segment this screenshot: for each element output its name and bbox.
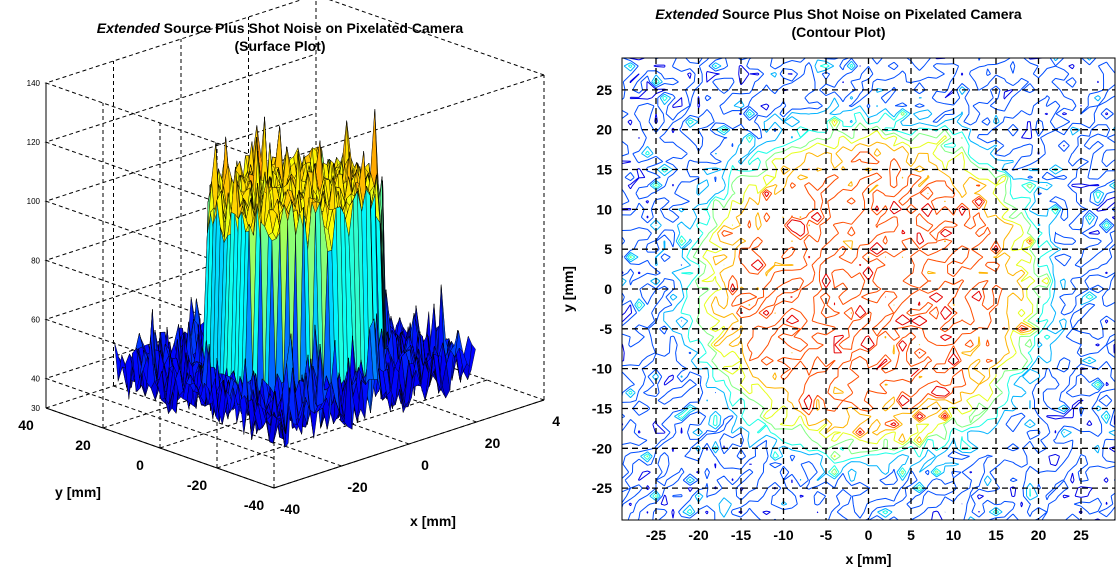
surface-patch: [467, 343, 476, 380]
y-axis-label: y [mm]: [560, 266, 576, 312]
x-tick-label: -25: [646, 527, 666, 543]
contour-lines: [621, 57, 1116, 521]
y-tick-label: 0: [136, 457, 144, 473]
x-tick-label: -40: [280, 501, 300, 517]
y-tick-label: 5: [604, 241, 612, 257]
y-tick-label: -10: [592, 361, 612, 377]
z-tick-label: 40: [31, 374, 40, 383]
contour-plot: -25 -20 -15 -10 -5 0 5 10 15 20 25 -25 -20 -15 -10 -5 0 5…: [560, 57, 1116, 567]
contour-plot-title: Extended Source Plus Shot Noise on Pixel…: [560, 6, 1117, 23]
z-tick-label: 100: [27, 197, 41, 206]
contour-plot-subtitle: (Contour Plot): [791, 24, 886, 40]
x-tick-label: 15: [988, 527, 1004, 543]
y-tick-label: -40: [244, 497, 264, 513]
z-tick-label: 80: [31, 256, 40, 265]
z-tick-label: 120: [27, 138, 41, 147]
x-tick-label: 40: [552, 413, 560, 429]
x-axis-label: x [mm]: [410, 513, 456, 529]
x-tick-label: 5: [907, 527, 915, 543]
x-axis-label: x [mm]: [846, 551, 892, 567]
x-tick-label: -20: [347, 479, 367, 495]
y-tick-label: 15: [596, 162, 612, 178]
x-tick-label: -20: [688, 527, 708, 543]
z-tick-label: 30: [31, 404, 40, 413]
y-tick-label: 20: [596, 122, 612, 138]
contour-grid: [622, 58, 1115, 520]
y-tick-label: -25: [592, 480, 612, 496]
contour-level: [721, 151, 1032, 437]
x-tick-label: 25: [1073, 527, 1089, 543]
z-tick-label: 140: [27, 79, 41, 88]
contour-level: [701, 119, 1050, 473]
surface-plot-title-rest: Source Plus Shot Noise on Pixelated Came…: [163, 20, 464, 36]
x-tick-label: -15: [731, 527, 751, 543]
surface-plot: -40 -20 0 20 40 -40 -20 0 20 40 30 40 60 80 100 120 140 x…: [18, 0, 560, 529]
y-tick-label: -15: [592, 400, 612, 416]
surface-plot-title-italic: Extended: [96, 20, 160, 36]
surface-plot-title: Extended Source Plus Shot Noise on Pixel…: [0, 20, 560, 37]
y-tick-label: 20: [75, 437, 91, 453]
contour-plot-title-italic: Extended: [655, 6, 719, 22]
z-tick-label: 60: [31, 315, 40, 324]
y-tick-label: -20: [592, 440, 612, 456]
x-tick-label: 20: [1031, 527, 1047, 543]
y-tick-label: 0: [604, 281, 612, 297]
x-tick-label: 20: [485, 435, 501, 451]
y-axis-line: [45, 407, 275, 489]
surface-plot-subtitle: (Surface Plot): [234, 38, 326, 54]
y-axis-label: y [mm]: [55, 484, 101, 500]
y-tick-label: -20: [187, 477, 207, 493]
y-tick-label: 10: [596, 201, 612, 217]
x-tick-label: 0: [421, 457, 429, 473]
surface-box-edge: [328, 0, 545, 76]
x-axis-line: [273, 399, 545, 489]
contour-plot-frame: [621, 57, 1116, 521]
contour-level: [621, 63, 1116, 515]
contour-level: [621, 57, 1116, 521]
surface-mesh: [114, 108, 476, 449]
contour-level: [629, 81, 1108, 498]
y-tick-label: 25: [596, 82, 612, 98]
y-tick-label: 40: [18, 417, 34, 433]
surface-plot-panel: Extended Source Plus Shot Noise on Pixel…: [0, 0, 560, 529]
x-tick-label: -5: [820, 527, 833, 543]
x-tick-label: 10: [946, 527, 962, 543]
y-tick-label: -5: [600, 321, 613, 337]
contour-plot-panel: Extended Source Plus Shot Noise on Pixel…: [560, 0, 1117, 577]
x-tick-label: 0: [865, 527, 873, 543]
contour-plot-title-rest: Source Plus Shot Noise on Pixelated Came…: [722, 6, 1022, 22]
surface-box-edge: [273, 74, 545, 164]
contour-level: [621, 57, 1116, 521]
contour-level: [729, 191, 1024, 434]
x-tick-label: -10: [773, 527, 793, 543]
